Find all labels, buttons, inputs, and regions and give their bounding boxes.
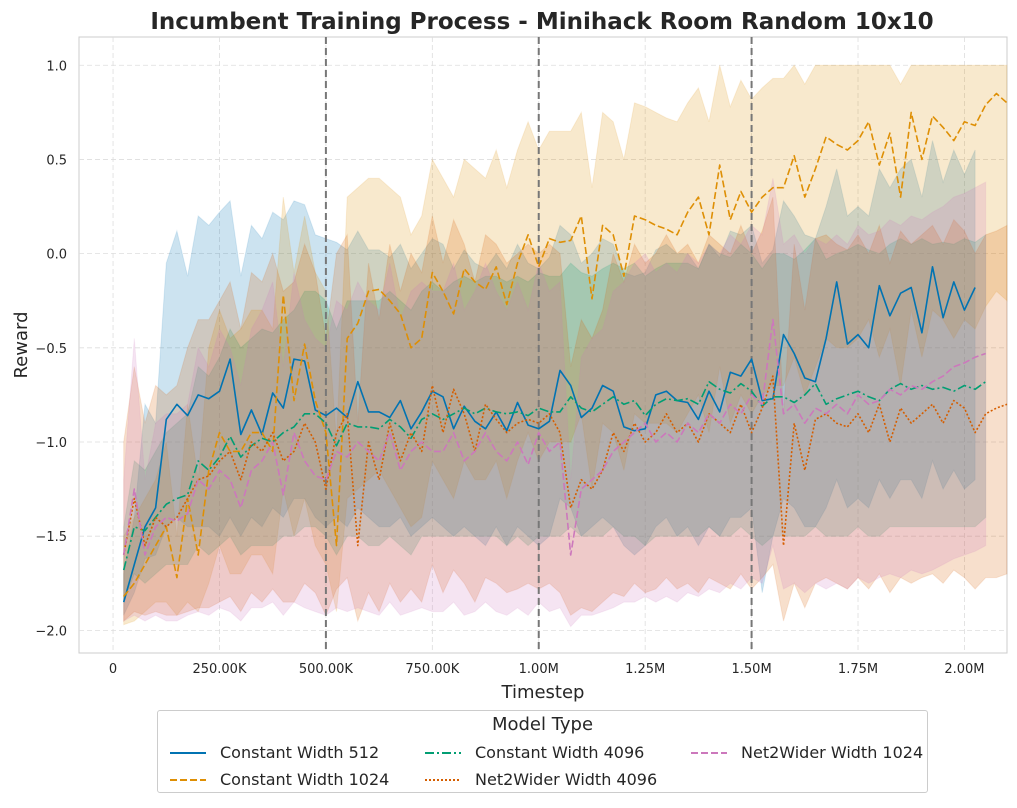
x-tick-label: 250.00K	[192, 662, 246, 677]
y-tick-label: −1.0	[35, 436, 67, 451]
series-line	[122, 318, 986, 556]
confidence-band	[123, 178, 987, 628]
legend: Model Type Constant Width 512 Constant Wi…	[157, 710, 928, 793]
y-tick-label: −0.5	[35, 342, 67, 357]
series-line	[122, 265, 976, 603]
legend-swatch	[170, 779, 206, 781]
legend-swatch	[425, 752, 461, 754]
confidence-band	[123, 64, 1008, 626]
legend-label: Net2Wider Width 1024	[741, 743, 924, 762]
x-tick-label: 1.00M	[519, 662, 559, 677]
phase-boundaries	[324, 37, 753, 653]
legend-label: Constant Width 1024	[220, 770, 390, 789]
x-tick-label: 1.75M	[838, 662, 878, 677]
x-tick-label: 750.00K	[405, 662, 459, 677]
legend-label: Constant Width 4096	[475, 743, 645, 762]
confidence-band	[123, 233, 987, 603]
x-tick-label: 1.25M	[625, 662, 665, 677]
x-tick-label: 2.00M	[944, 662, 984, 677]
y-tick-label: 0.0	[46, 248, 67, 263]
confidence-band	[123, 140, 976, 616]
tick-labels: 0 250.00K 500.00K 750.00K 1.00M 1.25M 1.50M 1.7…	[35, 59, 984, 677]
legend-label: Net2Wider Width 4096	[475, 770, 658, 789]
x-axis-label: Timestep	[501, 682, 585, 703]
series-lines	[122, 92, 1008, 603]
y-axis-label: Reward	[11, 311, 32, 378]
legend-swatch	[691, 752, 727, 754]
legend-title: Model Type	[491, 714, 594, 735]
x-tick-label: 0	[109, 662, 117, 677]
legend-label: Constant Width 512	[220, 743, 380, 762]
y-tick-label: 0.5	[46, 153, 67, 168]
series-line	[123, 92, 1008, 598]
legend-swatch	[425, 779, 461, 781]
series-line	[122, 375, 1008, 556]
series-line	[122, 380, 987, 571]
y-tick-label: −2.0	[35, 624, 67, 639]
plot-area	[78, 36, 1008, 654]
legend-swatch	[170, 752, 206, 754]
x-tick-label: 500.00K	[299, 662, 353, 677]
y-tick-label: −1.5	[35, 530, 67, 545]
chart-title: Incumbent Training Process - Minihack Ro…	[150, 9, 933, 35]
y-tick-label: 1.0	[46, 59, 67, 74]
x-tick-label: 1.50M	[732, 662, 772, 677]
